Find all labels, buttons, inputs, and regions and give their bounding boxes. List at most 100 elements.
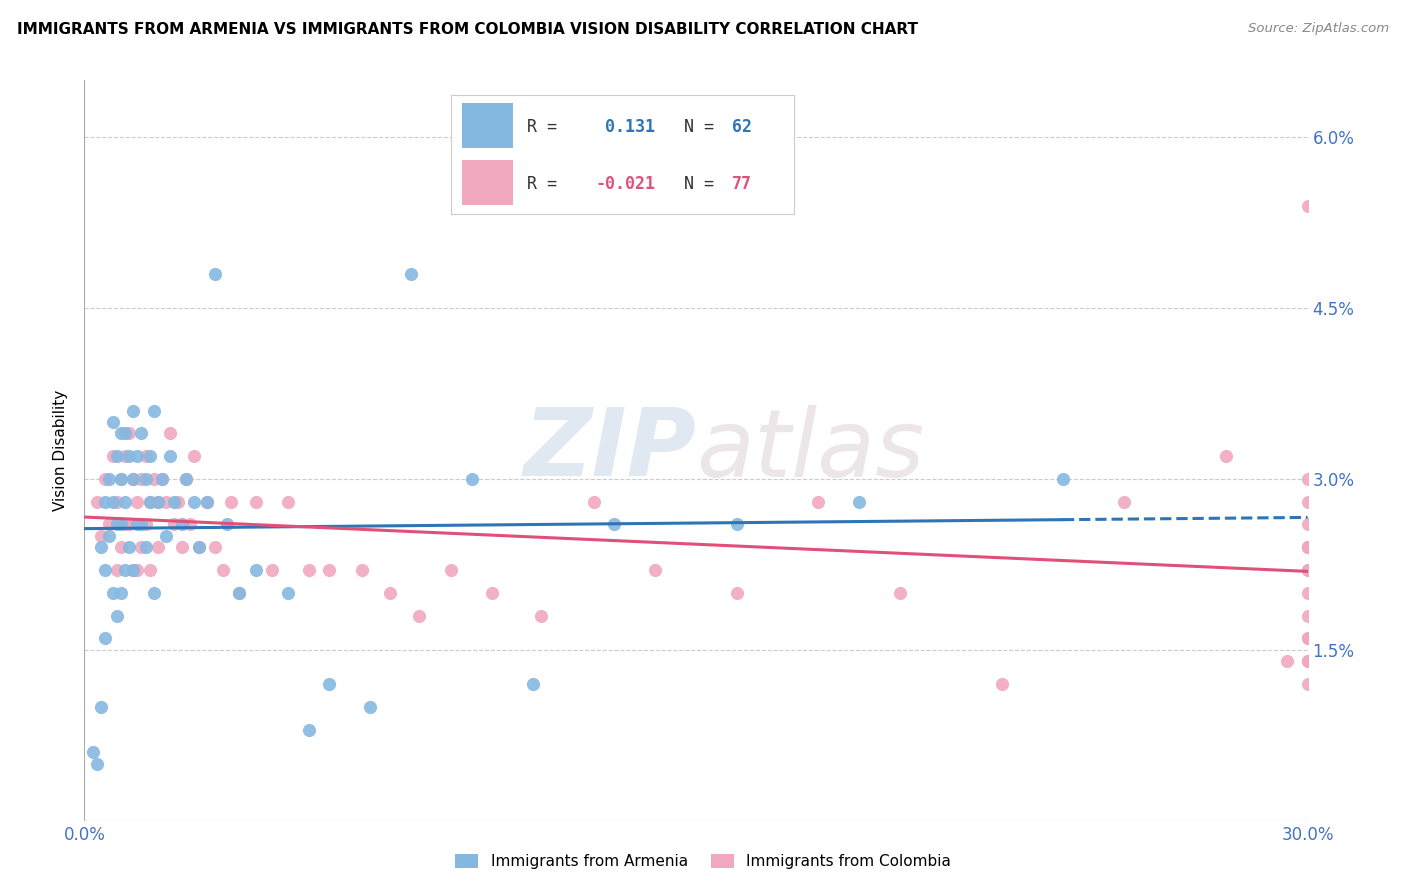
Point — [90, 529, 112, 543]
Point — [146, 494, 169, 508]
Text: Source: ZipAtlas.com: Source: ZipAtlas.com — [1249, 22, 1389, 36]
Point — [1296, 494, 1319, 508]
Point — [110, 426, 132, 441]
Point — [172, 541, 194, 555]
Point — [187, 541, 209, 555]
Point — [183, 449, 205, 463]
Point — [114, 494, 136, 508]
Point — [1296, 654, 1319, 668]
Point — [277, 494, 299, 508]
Point — [522, 677, 544, 691]
Point — [187, 541, 209, 555]
Point — [93, 632, 115, 646]
Point — [1114, 494, 1136, 508]
Point — [127, 563, 149, 577]
Point — [97, 517, 120, 532]
Point — [118, 426, 141, 441]
Point — [131, 541, 153, 555]
Point — [298, 723, 321, 737]
Text: ZIP: ZIP — [523, 404, 696, 497]
Point — [848, 494, 870, 508]
Point — [172, 517, 194, 532]
Point — [195, 494, 218, 508]
Point — [127, 449, 149, 463]
Point — [1296, 608, 1319, 623]
Point — [183, 494, 205, 508]
Point — [204, 267, 226, 281]
Point — [135, 517, 157, 532]
Point — [110, 472, 132, 486]
Point — [93, 494, 115, 508]
Point — [408, 608, 430, 623]
Point — [93, 563, 115, 577]
Point — [118, 541, 141, 555]
Y-axis label: Vision Disability: Vision Disability — [53, 390, 69, 511]
Point — [195, 494, 218, 508]
Point — [138, 494, 160, 508]
Point — [1296, 632, 1319, 646]
Point — [114, 517, 136, 532]
Point — [298, 563, 321, 577]
Point — [105, 517, 128, 532]
Point — [725, 517, 748, 532]
Point — [1296, 563, 1319, 577]
Point — [359, 699, 381, 714]
Point — [174, 472, 197, 486]
Point — [122, 472, 145, 486]
Point — [1215, 449, 1237, 463]
Point — [150, 472, 173, 486]
Point — [1296, 654, 1319, 668]
Point — [114, 426, 136, 441]
Point — [583, 494, 606, 508]
Point — [260, 563, 283, 577]
Point — [150, 472, 173, 486]
Point — [110, 586, 132, 600]
Point — [461, 472, 484, 486]
Point — [142, 586, 165, 600]
Point — [212, 563, 235, 577]
Point — [101, 586, 124, 600]
Point — [245, 563, 267, 577]
Point — [155, 529, 177, 543]
Point — [114, 563, 136, 577]
Point — [179, 517, 201, 532]
Text: atlas: atlas — [696, 405, 924, 496]
Point — [807, 494, 830, 508]
Point — [481, 586, 503, 600]
Point — [101, 494, 124, 508]
Point — [142, 472, 165, 486]
Point — [155, 494, 177, 508]
Point — [138, 494, 160, 508]
Point — [110, 541, 132, 555]
Point — [142, 403, 165, 417]
Point — [1296, 541, 1319, 555]
Point — [167, 494, 190, 508]
Point — [1052, 472, 1074, 486]
Point — [991, 677, 1014, 691]
Point — [1296, 632, 1319, 646]
Point — [530, 608, 553, 623]
Point — [135, 541, 157, 555]
Point — [135, 472, 157, 486]
Point — [228, 586, 250, 600]
Point — [163, 517, 186, 532]
Point — [93, 472, 115, 486]
Point — [277, 586, 299, 600]
Point — [318, 563, 340, 577]
Point — [131, 517, 153, 532]
Point — [1277, 654, 1299, 668]
Point — [135, 449, 157, 463]
Point — [1296, 198, 1319, 212]
Point — [101, 449, 124, 463]
Point — [644, 563, 666, 577]
Point — [146, 494, 169, 508]
Point — [101, 415, 124, 429]
Point — [122, 403, 145, 417]
Point — [380, 586, 402, 600]
Point — [219, 494, 242, 508]
Point — [82, 745, 104, 759]
Point — [1296, 586, 1319, 600]
Point — [110, 472, 132, 486]
Point — [118, 517, 141, 532]
Point — [138, 563, 160, 577]
